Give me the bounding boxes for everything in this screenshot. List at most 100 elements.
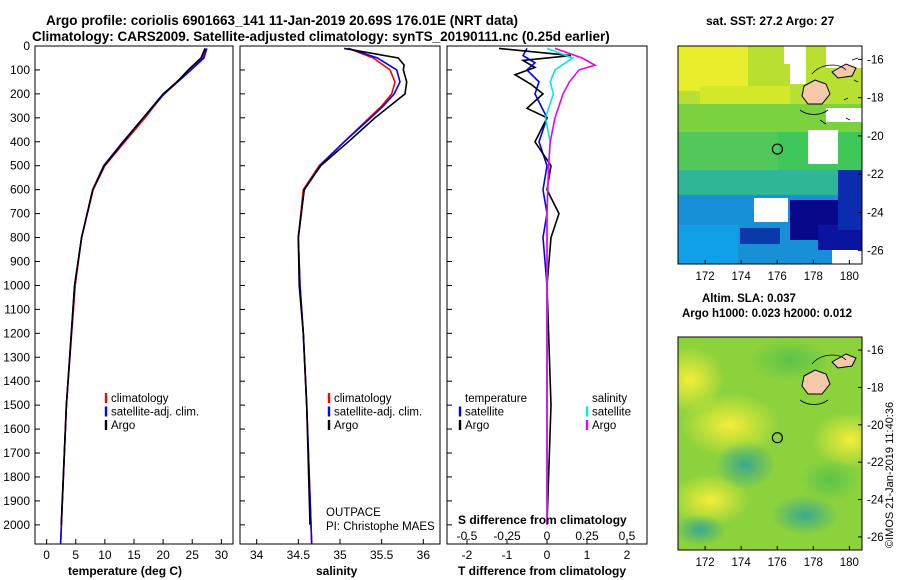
s-diff-tick-label: 0 [544,529,551,543]
map-y-tick-label: -20 [867,420,884,432]
sla-map-axes: 172 174 176 178 180 -16 -18 -20 -22 -24 -26 [695,345,884,569]
y-tick-label: 1400 [3,374,30,388]
legend-label: temperature [465,393,527,405]
map-x-tick-label: 172 [695,271,714,283]
y-tick-label: 1900 [3,494,30,508]
series-line-argo [60,48,206,525]
sla-mid-anomaly-2 [800,458,860,502]
temperature-x-axis: 0 5 10 15 20 25 30 [43,539,228,562]
sla-island-north [831,353,857,369]
sla-map-frame [677,336,863,551]
y-tick-label: 400 [10,135,30,149]
sst-reef-contours [799,64,847,125]
y-tick-label: 1700 [3,446,30,460]
sst-map-title: sat. SST: 27.2 Argo: 27 [706,14,835,28]
x-tick-label: 35.5 [370,548,394,562]
sla-map-panel: Altim. SLA: 0.037 Argo h1000: 0.023 h200… [677,293,884,569]
x-tick-label: 0 [43,548,50,562]
sla-low-anomaly-1 [715,441,775,489]
legend-label: Argo [334,420,358,432]
sla-low-anomaly-3 [678,514,726,546]
y-tick-label: 1300 [3,350,30,364]
map-x-tick-label: 176 [768,271,787,283]
map-y-tick-label: -22 [867,457,884,469]
map-x-tick-label: 180 [840,557,859,569]
y-tick-label: 1800 [3,470,30,484]
series-line-s-argo [546,47,598,525]
legend-label: climatology [334,393,392,405]
project-label: OUTPACE [326,507,381,519]
sst-cloud-gap-2 [790,64,806,84]
sst-argo-location-marker [771,143,783,155]
legend-label: climatology [111,393,169,405]
x-tick-label: 2 [624,548,631,562]
x-tick-label: 1 [584,548,591,562]
map-y-tick-label: -24 [867,207,884,219]
salinity-plot-frame [239,45,441,545]
map-x-tick-label: 172 [695,557,714,569]
y-tick-label: 2000 [3,518,30,532]
legend-label: satellite-adj. clim. [111,407,199,419]
pi-label: PI: Christophe MAES [326,521,435,533]
map-y-tick-label: -26 [867,246,884,258]
legend-label: Argo [465,420,489,432]
y-tick-label: 700 [10,207,30,221]
x-tick-label: 5 [72,548,79,562]
y-tick-label: 1000 [3,278,30,292]
map-y-tick-label: -16 [867,345,884,357]
x-tick-label: 30 [215,548,229,562]
map-x-tick-label: 174 [732,271,752,283]
y-tick-label: 200 [10,87,30,101]
sst-cloud-gap-4 [826,108,862,122]
map-y-tick-label: -24 [867,495,884,507]
figure-title-line1: Argo profile: coriolis 6901663_141 11-Ja… [46,13,518,28]
legend-label: Argo [592,420,616,432]
x-tick-label: 15 [127,548,141,562]
map-y-tick-label: -22 [867,169,884,181]
difference-legend: temperaturesatelliteArgosalinitysatellit… [458,393,631,432]
y-tick-label: 1600 [3,422,30,436]
sla-map-title: Altim. SLA: 0.037 [702,293,796,305]
sst-cold-edge [838,170,862,230]
temperature-series [59,48,208,545]
difference-y-ticks [447,45,452,526]
sst-cloud-gap-7 [832,250,862,264]
x-tick-label: 25 [186,548,200,562]
x-tick-label: 10 [98,548,112,562]
difference-panel: -2 -1 0 1 2 -0.5 -0.25 0 0.25 0.5 T difference fr… [446,45,648,578]
sla-low-anomaly-2 [771,495,839,535]
t-difference-x-label: T difference from climatology [458,564,626,578]
s-diff-tick-label: 0.25 [575,529,599,543]
y-tick-label: 1200 [3,326,30,340]
y-tick-label: 100 [10,63,30,77]
salinity-series [297,47,408,545]
y-tick-label: 500 [10,159,30,173]
sst-island-north [831,63,857,79]
figure-title-line2: Climatology: CARS2009. Satellite-adjuste… [32,29,610,44]
s-diff-tick-label: -0.25 [493,529,521,543]
temperature-legend: climatology satellite-adj. clim.Argo [104,393,199,432]
y-tick-label: 900 [10,254,30,268]
legend-label: salinity [592,393,627,405]
salinity-legend: climatology satellite-adj. clim.Argo [327,393,422,432]
x-tick-label: 34.5 [287,548,311,562]
s-difference-label: S difference from climatology [458,513,627,527]
difference-series [498,47,598,525]
sla-argo-location-marker [771,432,783,444]
sla-mid-anomaly-1 [750,338,830,382]
series-line-argo [297,47,408,525]
sla-island-large [801,369,831,395]
difference-x-axis: -2 -1 0 1 2 -0.5 -0.25 0 0.25 0.5 [457,529,636,562]
map-x-tick-label: 174 [732,557,752,569]
x-tick-label: 20 [156,548,170,562]
sst-map-frame [677,45,863,265]
s-diff-tick-label: 0.5 [619,529,636,543]
x-tick-label: 34 [250,548,264,562]
pressure-axis: 0 100 200 300 400 500 600 700 800 900 1000 1100 1200… [3,39,40,532]
map-x-tick-label: 178 [804,557,823,569]
sst-cool-patch [678,225,738,264]
legend-label: satellite [465,407,504,419]
temperature-x-label: temperature (deg C) [68,564,182,578]
temperature-plot-frame [34,45,234,545]
